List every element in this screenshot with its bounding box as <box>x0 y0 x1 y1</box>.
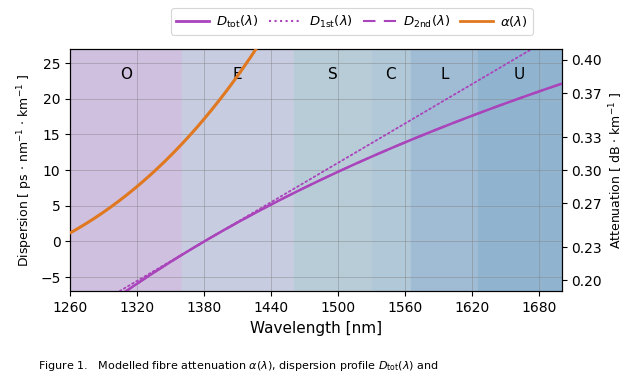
Bar <box>70 49 182 291</box>
Y-axis label: Dispersion $[$ ps $\cdot$ nm$^{-1}$ $\cdot$ km$^{-1}$ $]$: Dispersion $[$ ps $\cdot$ nm$^{-1}$ $\cd… <box>15 74 35 267</box>
Text: S: S <box>328 67 337 82</box>
Bar <box>294 49 372 291</box>
Text: O: O <box>120 67 132 82</box>
X-axis label: Wavelength [nm]: Wavelength [nm] <box>250 320 382 336</box>
Text: Figure 1.   Modelled fibre attenuation $\alpha(\lambda)$, dispersion profile $D_: Figure 1. Modelled fibre attenuation $\a… <box>38 359 439 373</box>
Text: C: C <box>385 67 396 82</box>
Text: L: L <box>440 67 449 82</box>
Bar <box>478 49 561 291</box>
Y-axis label: Attenuation $[$ dB $\cdot$ km$^{-1}$ $]$: Attenuation $[$ dB $\cdot$ km$^{-1}$ $]$ <box>607 92 625 249</box>
Bar <box>411 49 478 291</box>
Legend: $D_{\mathrm{tot}}(\lambda)$, $D_{\mathrm{1st}}(\lambda)$, $D_{\mathrm{2nd}}(\lam: $D_{\mathrm{tot}}(\lambda)$, $D_{\mathrm… <box>171 8 533 35</box>
Bar <box>372 49 411 291</box>
Text: E: E <box>233 67 243 82</box>
Bar <box>182 49 294 291</box>
Text: U: U <box>513 67 525 82</box>
